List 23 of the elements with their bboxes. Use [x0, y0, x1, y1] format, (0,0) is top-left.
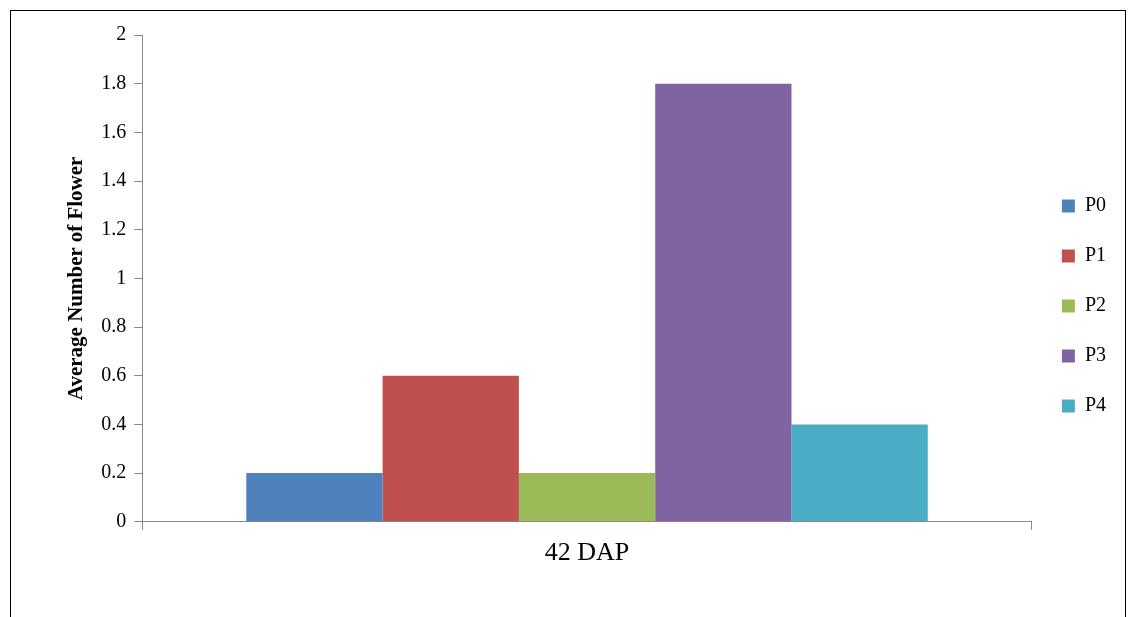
y-tick-label: 0.8 [101, 314, 127, 337]
bar [791, 424, 928, 522]
legend-label: P3 [1084, 343, 1106, 366]
y-tick-label: 0.6 [101, 363, 127, 386]
legend-label: P4 [1084, 393, 1106, 416]
bar [655, 83, 792, 522]
y-axis-title: Average Number of Flower [63, 156, 88, 401]
bar [246, 473, 383, 522]
y-tick-label: 0 [116, 509, 127, 532]
legend-label: P2 [1084, 293, 1106, 316]
y-tick-label: 1.8 [101, 70, 127, 93]
y-tick-label: 0.4 [101, 411, 127, 434]
y-tick-label: 1.2 [101, 216, 127, 239]
legend-label: P1 [1084, 243, 1106, 266]
y-tick-label: 1.6 [101, 119, 127, 142]
y-tick-label: 2 [116, 22, 127, 45]
y-tick-label: 0.2 [101, 460, 127, 483]
bar [518, 473, 656, 522]
y-tick-label: 1.4 [101, 168, 127, 191]
bar [382, 375, 519, 522]
x-tick-label: 42 DAP [544, 537, 630, 567]
legend-label: P0 [1084, 193, 1106, 216]
y-tick-label: 1 [116, 265, 127, 288]
